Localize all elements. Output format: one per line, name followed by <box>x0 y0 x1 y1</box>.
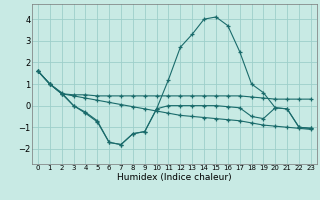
X-axis label: Humidex (Indice chaleur): Humidex (Indice chaleur) <box>117 173 232 182</box>
